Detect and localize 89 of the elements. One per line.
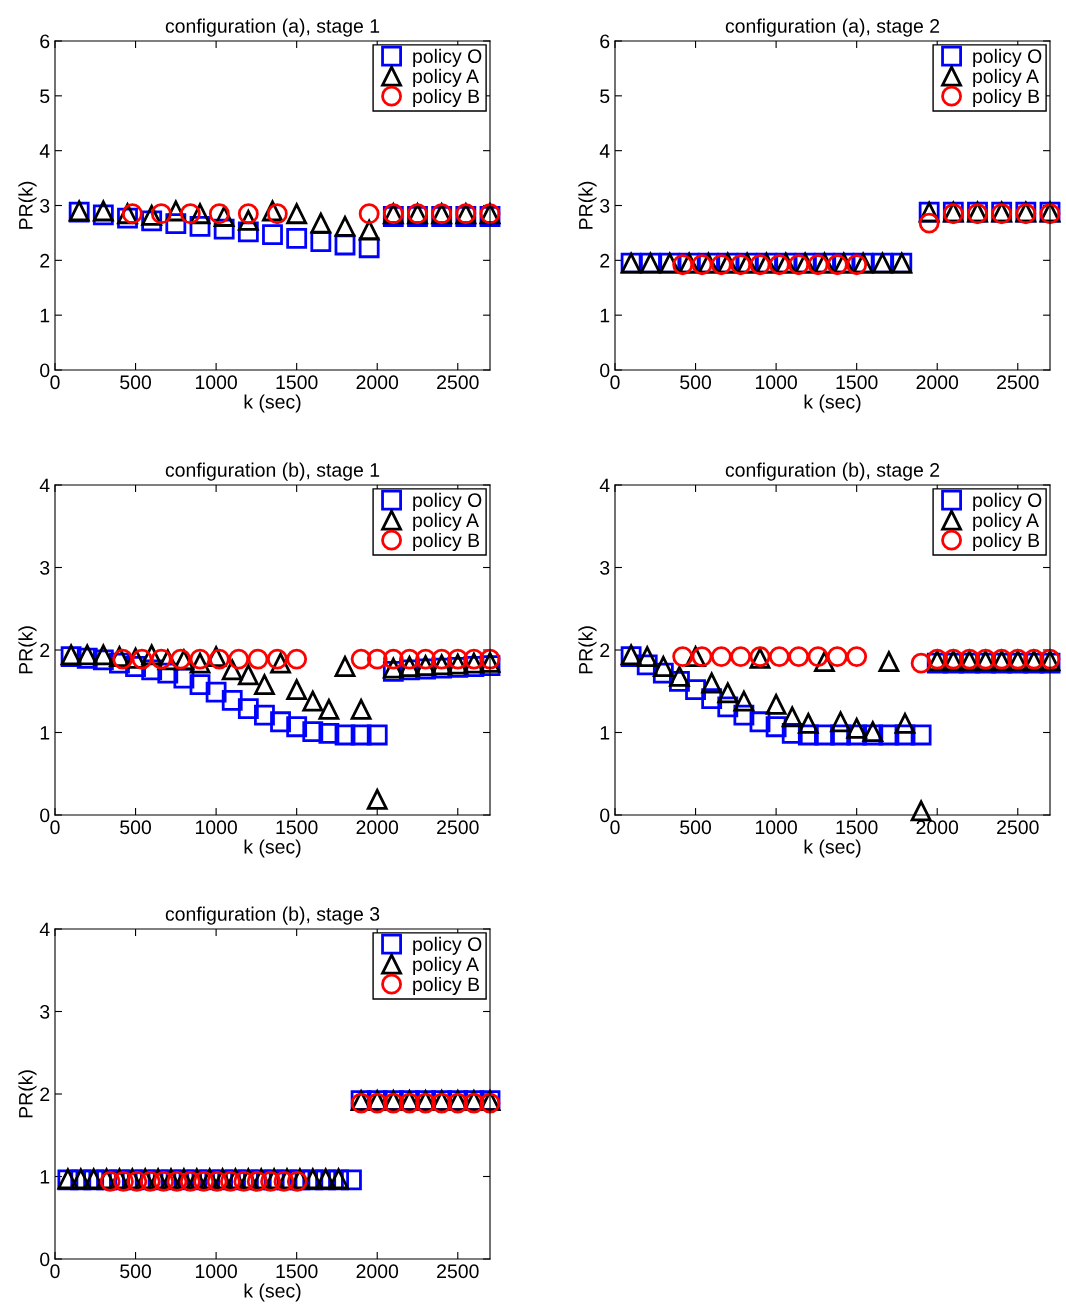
y-axis-title: PR(k) xyxy=(18,626,37,674)
legend-label: policy A xyxy=(413,512,479,531)
y-tick-label: 6 xyxy=(40,34,50,49)
legend-label: policy B xyxy=(973,88,1040,108)
x-axis-title: k (sec) xyxy=(244,839,301,858)
legend-label: policy O xyxy=(413,492,482,511)
x-axis-title: k (sec) xyxy=(244,1283,301,1302)
legend-label: policy O xyxy=(973,48,1042,67)
y-tick-label: 1 xyxy=(600,308,610,323)
chart-title: configuration (b), stage 2 xyxy=(725,462,940,481)
x-tick-label: 500 xyxy=(120,820,152,835)
y-tick-label: 0 xyxy=(40,1252,50,1267)
x-tick-label: 2000 xyxy=(356,820,399,835)
x-tick-label: 1000 xyxy=(195,375,237,390)
x-tick-label: 1000 xyxy=(755,820,797,835)
x-tick-label: 1000 xyxy=(195,1264,237,1279)
x-tick-label: 2000 xyxy=(916,375,959,390)
x-tick-label: 1500 xyxy=(836,820,878,835)
y-tick-label: 6 xyxy=(600,34,610,49)
y-tick-label: 3 xyxy=(600,198,610,213)
y-tick-label: 4 xyxy=(599,144,610,158)
x-tick-label: 2000 xyxy=(356,1264,399,1279)
y-tick-label: 3 xyxy=(40,1004,50,1019)
x-axis-title: k (sec) xyxy=(804,839,861,858)
y-tick-label: 2 xyxy=(40,1087,50,1102)
legend-label: policy A xyxy=(973,512,1039,531)
y-tick-label: 2 xyxy=(600,643,610,658)
legend-label: policy O xyxy=(413,48,482,67)
x-tick-label: 0 xyxy=(50,820,60,835)
legend-label: policy B xyxy=(413,532,480,552)
y-tick-label: 1 xyxy=(40,1170,50,1184)
y-tick-label: 4 xyxy=(599,478,610,493)
x-tick-label: 2500 xyxy=(437,1264,479,1279)
x-tick-label: 1500 xyxy=(836,375,878,390)
x-tick-label: 2500 xyxy=(437,820,479,835)
x-tick-label: 1000 xyxy=(755,375,797,390)
y-tick-label: 0 xyxy=(600,808,610,823)
y-tick-label: 0 xyxy=(40,363,50,378)
legend-label: policy A xyxy=(413,68,479,87)
y-axis-title: PR(k) xyxy=(18,181,37,229)
y-tick-label: 4 xyxy=(39,922,50,937)
x-axis-title: k (sec) xyxy=(804,394,861,413)
y-tick-label: 4 xyxy=(39,144,50,158)
x-tick-label: 500 xyxy=(120,1264,152,1279)
chart-title: configuration (b), stage 3 xyxy=(165,906,380,925)
chart-title: configuration (b), stage 1 xyxy=(165,462,380,481)
x-tick-label: 2000 xyxy=(356,375,399,390)
x-tick-label: 1500 xyxy=(276,820,318,835)
y-tick-label: 3 xyxy=(600,560,610,575)
legend-label: policy A xyxy=(413,956,479,975)
x-tick-label: 1500 xyxy=(276,1264,318,1279)
y-tick-label: 0 xyxy=(600,363,610,378)
y-tick-label: 4 xyxy=(39,478,50,493)
x-tick-label: 2500 xyxy=(997,820,1039,835)
x-tick-label: 2000 xyxy=(916,820,959,835)
y-tick-label: 0 xyxy=(40,808,50,823)
legend-label: policy O xyxy=(973,492,1042,511)
y-tick-label: 1 xyxy=(40,308,50,323)
legend-label: policy B xyxy=(413,976,480,996)
x-tick-label: 1000 xyxy=(195,820,237,835)
legend-label: policy B xyxy=(413,88,480,108)
x-tick-label: 0 xyxy=(610,820,620,835)
chart-title: configuration (a), stage 1 xyxy=(165,18,380,37)
y-axis-title: PR(k) xyxy=(18,1070,37,1118)
x-tick-label: 500 xyxy=(680,375,712,390)
x-tick-label: 500 xyxy=(680,820,712,835)
legend-label: policy B xyxy=(973,532,1040,552)
legend-label: policy A xyxy=(973,68,1039,87)
legend-label: policy O xyxy=(413,936,482,955)
y-tick-label: 3 xyxy=(40,560,50,575)
y-tick-label: 2 xyxy=(40,253,50,268)
x-tick-label: 1500 xyxy=(276,375,318,390)
y-tick-label: 2 xyxy=(600,253,610,268)
y-tick-label: 1 xyxy=(40,726,50,740)
y-axis-title: PR(k) xyxy=(578,626,597,674)
chart-title: configuration (a), stage 2 xyxy=(725,18,940,37)
x-tick-label: 500 xyxy=(120,375,152,390)
y-axis-title: PR(k) xyxy=(578,181,597,229)
x-tick-label: 0 xyxy=(50,375,60,390)
x-axis-title: k (sec) xyxy=(244,394,301,413)
x-tick-label: 2500 xyxy=(997,375,1039,390)
x-tick-label: 0 xyxy=(610,375,620,390)
y-tick-label: 5 xyxy=(600,89,610,104)
y-tick-label: 5 xyxy=(40,89,50,104)
x-tick-label: 2500 xyxy=(437,375,479,390)
x-tick-label: 0 xyxy=(50,1264,60,1279)
y-tick-label: 3 xyxy=(40,198,50,213)
y-tick-label: 1 xyxy=(600,726,610,740)
y-tick-label: 2 xyxy=(40,643,50,658)
